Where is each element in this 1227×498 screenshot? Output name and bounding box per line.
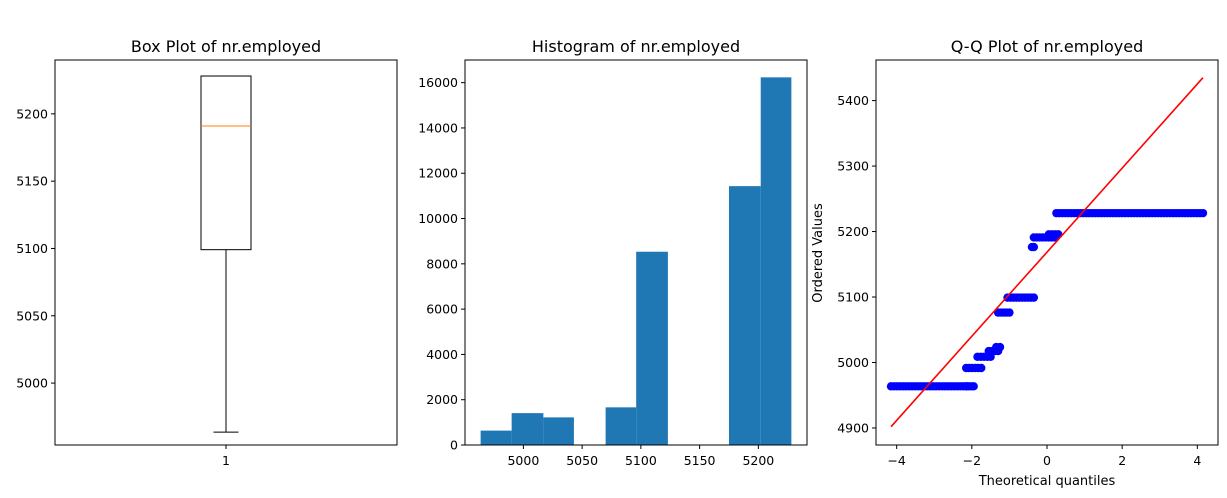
hist-x-tick-label: 5000: [507, 453, 539, 468]
box-y-tick-label: 5100: [16, 241, 48, 256]
histogram-bar: [480, 430, 512, 445]
qq-x-tick-label: 4: [1193, 453, 1201, 468]
histogram-bar: [511, 413, 544, 445]
box-x-tick-label: 1: [222, 453, 230, 468]
hist-y-tick-label: 12000: [418, 166, 458, 181]
histogram-panel: Histogram of nr.employed 0 2000 4000 6000 80…: [418, 37, 808, 468]
qq-points: [886, 208, 1208, 391]
hist-y-tick-label: 8000: [426, 256, 458, 271]
qq-point: [995, 342, 1005, 352]
box-y-tick-label: 5000: [16, 376, 48, 391]
hist-y-tick-label: 4000: [426, 347, 458, 362]
hist-x-tick-label: 5200: [742, 453, 774, 468]
histogram-bar: [728, 186, 761, 446]
qq-y-tick-label: 5200: [837, 224, 869, 239]
hist-y-tick-label: 2000: [426, 392, 458, 407]
histogram-bar: [543, 417, 574, 445]
qq-x-tick-label: −2: [963, 453, 981, 468]
box-y-tick-label: 5150: [16, 174, 48, 189]
hist-y-tick-label: 0: [450, 438, 458, 453]
hist-y-tick-label: 16000: [418, 75, 458, 90]
histogram-bar: [605, 407, 637, 445]
qq-fit-line: [890, 77, 1204, 428]
box-iqr: [200, 75, 252, 251]
qq-point: [1029, 242, 1039, 252]
qq-y-tick-label: 5100: [837, 290, 869, 305]
qq-x-tick-label: 2: [1118, 453, 1126, 468]
qq-y-tick-label: 5300: [837, 159, 869, 174]
qq-x-tick-label: 0: [1043, 453, 1051, 468]
qq-point: [1005, 308, 1014, 317]
histogram-frame: [464, 59, 808, 446]
box-plot-frame: [54, 59, 398, 446]
qq-point: [969, 382, 978, 391]
box-y-tick-label: 5200: [16, 106, 48, 121]
hist-y-tick-label: 6000: [426, 302, 458, 317]
qq-plot-frame: [875, 59, 1219, 446]
hist-y-tick-label: 10000: [418, 211, 458, 226]
qq-y-axis-label: Ordered Values: [811, 203, 826, 303]
histogram-bar: [760, 77, 792, 445]
qq-x-tick-label: −4: [887, 453, 905, 468]
qq-y-tick-label: 5000: [837, 355, 869, 370]
hist-y-tick-label: 14000: [418, 120, 458, 135]
hist-x-tick-label: 5150: [684, 453, 716, 468]
histogram-bar: [636, 251, 668, 445]
qq-plot-panel: Q-Q Plot of nr.employed 4900 5000 5100 5200…: [811, 37, 1219, 489]
hist-x-tick-label: 5050: [566, 453, 598, 468]
qq-point: [1198, 208, 1208, 218]
box-plot-panel: Box Plot of nr.employed 5000 5050 5100 5150…: [16, 37, 398, 468]
qq-y-tick-label: 5400: [837, 93, 869, 108]
hist-x-tick-label: 5100: [625, 453, 657, 468]
box-y-tick-label: 5050: [16, 308, 48, 323]
qq-point: [1029, 293, 1039, 302]
histogram-title: Histogram of nr.employed: [532, 37, 740, 56]
qq-y-tick-label: 4900: [837, 420, 869, 435]
qq-plot-title: Q-Q Plot of nr.employed: [951, 37, 1143, 56]
qq-x-axis-label: Theoretical quantiles: [978, 474, 1116, 489]
box-plot-title: Box Plot of nr.employed: [131, 37, 321, 56]
qq-point: [977, 363, 986, 373]
